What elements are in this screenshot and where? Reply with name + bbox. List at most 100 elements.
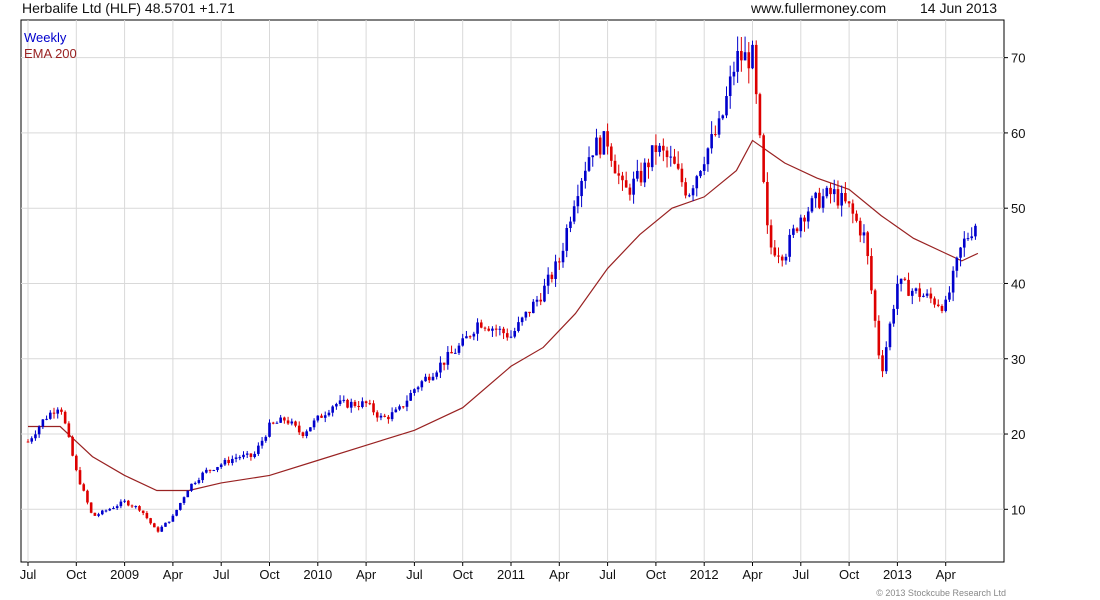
candle-body — [673, 157, 676, 164]
candle-body — [721, 115, 724, 118]
candle-body — [105, 510, 108, 511]
candle-body — [424, 377, 427, 381]
candle-body — [190, 484, 193, 491]
candle-body — [369, 403, 372, 404]
x-tick-label: Jul — [20, 567, 37, 582]
candle-body — [744, 52, 747, 60]
candle-body — [870, 256, 873, 290]
candle-body — [669, 157, 672, 158]
candle-body — [558, 261, 561, 262]
candle-body — [826, 188, 829, 196]
candle-body — [142, 511, 145, 513]
x-tick-label: 2012 — [690, 567, 719, 582]
candle-body — [714, 134, 717, 135]
candle-body — [476, 322, 479, 333]
candle-body — [484, 328, 487, 329]
candle-body — [922, 296, 925, 297]
candle-body — [398, 406, 401, 409]
candle-body — [543, 286, 546, 302]
candle-body — [346, 400, 349, 408]
candle-body — [599, 138, 602, 155]
candle-body — [82, 484, 85, 491]
candle-body — [681, 169, 684, 182]
candle-body — [554, 261, 557, 279]
candle-body — [361, 401, 364, 407]
x-tick-label: Oct — [646, 567, 667, 582]
candle-body — [584, 171, 587, 181]
candle-body — [339, 400, 342, 404]
candle-body — [49, 413, 52, 419]
candle-body — [56, 410, 59, 414]
candle-body — [175, 510, 178, 516]
candle-body — [391, 412, 394, 419]
candle-body — [79, 470, 82, 484]
candle-body — [227, 460, 230, 463]
y-tick-label: 40 — [1011, 276, 1025, 291]
x-tick-label: Apr — [163, 567, 184, 582]
candle-body — [417, 387, 420, 389]
candle-body — [643, 163, 646, 183]
x-tick-label: Oct — [259, 567, 280, 582]
candle-body — [305, 431, 308, 436]
candle-body — [859, 221, 862, 236]
candle-body — [458, 346, 461, 353]
candle-body — [146, 513, 149, 518]
candle-body — [439, 363, 442, 373]
candle-body — [647, 163, 650, 168]
candle-body — [881, 355, 884, 371]
candle-body — [915, 288, 918, 290]
candle-body — [688, 195, 691, 196]
x-tick-label: Apr — [936, 567, 957, 582]
candle-body — [45, 419, 48, 420]
candle-body — [625, 180, 628, 187]
candle-body — [272, 423, 275, 424]
candle-body — [138, 506, 141, 511]
candle-body — [101, 511, 104, 515]
candle-body — [885, 347, 888, 371]
candle-body — [294, 422, 297, 426]
candle-body — [874, 290, 877, 320]
candle-body — [569, 222, 572, 228]
candle-body — [762, 135, 765, 182]
x-tick-label: Oct — [453, 567, 474, 582]
candle-body — [220, 465, 223, 468]
candle-body — [320, 416, 323, 418]
candle-body — [974, 226, 977, 237]
candle-body — [907, 280, 910, 296]
candle-body — [588, 157, 591, 171]
candle-body — [279, 418, 282, 423]
candle-body — [855, 214, 858, 221]
candle-body — [796, 228, 799, 231]
candle-body — [770, 225, 773, 247]
candle-body — [506, 333, 509, 337]
candle-body — [822, 196, 825, 208]
candle-body — [606, 131, 609, 146]
candle-body — [34, 434, 37, 438]
candle-body — [313, 420, 316, 427]
candle-body — [186, 491, 189, 497]
candle-body — [383, 416, 386, 417]
candle-body — [30, 438, 33, 441]
candle-body — [970, 236, 973, 238]
x-tick-label: Apr — [356, 567, 377, 582]
candle-body — [94, 513, 97, 516]
candle-body — [811, 198, 814, 211]
candle-body — [428, 377, 431, 380]
candle-body — [710, 134, 713, 148]
candle-body — [536, 300, 539, 302]
candle-body — [42, 419, 45, 426]
candle-body — [900, 279, 903, 284]
candle-body — [918, 288, 921, 297]
candle-body — [662, 146, 665, 151]
candle-body — [629, 188, 632, 195]
plot-area — [21, 20, 1004, 562]
candle-body — [465, 336, 468, 338]
candle-body — [517, 322, 520, 331]
candle-body — [963, 239, 966, 248]
x-tick-label: Apr — [742, 567, 763, 582]
candle-body — [666, 151, 669, 158]
candle-body — [194, 483, 197, 484]
candle-body — [268, 423, 271, 437]
candle-body — [565, 228, 568, 251]
candle-body — [573, 206, 576, 221]
